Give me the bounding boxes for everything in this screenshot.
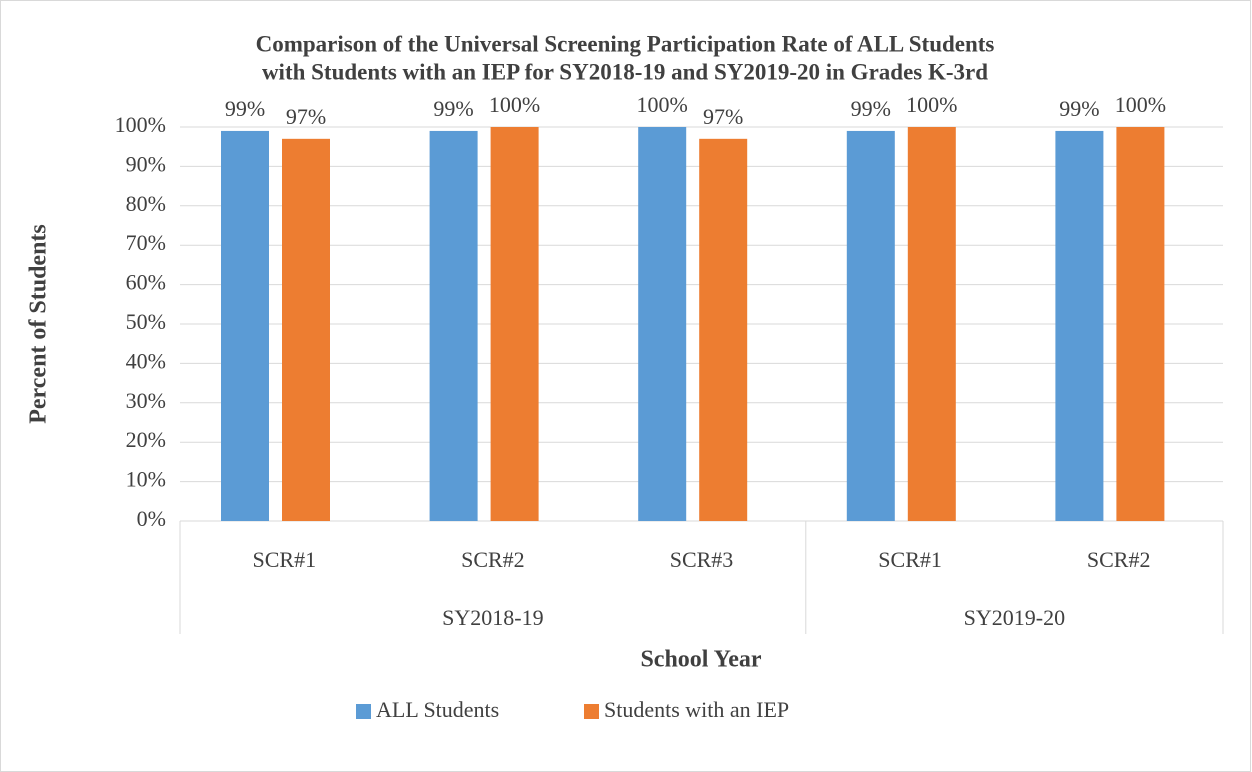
bar (282, 138, 330, 521)
bar (846, 130, 895, 521)
bar (1116, 127, 1165, 521)
legend-swatch (584, 704, 599, 719)
bar (907, 127, 956, 521)
chart-title: Comparison of the Universal Screening Pa… (256, 31, 995, 56)
y-tick-label: 40% (126, 348, 166, 373)
bar (429, 130, 478, 521)
bar (490, 127, 539, 521)
bar (638, 127, 687, 521)
x-tick-label: SCR#2 (1087, 547, 1151, 572)
y-tick-label: 50% (126, 309, 166, 334)
bar (1055, 130, 1104, 521)
data-label: 99% (1059, 96, 1099, 121)
y-tick-label: 30% (126, 388, 166, 413)
y-tick-label: 20% (126, 427, 166, 452)
y-tick-label: 100% (115, 112, 166, 137)
x-tick-label: SCR#1 (878, 547, 942, 572)
data-label: 97% (703, 104, 743, 129)
data-label: 100% (1115, 92, 1166, 117)
data-label: 100% (906, 92, 957, 117)
group-label: SY2019-20 (964, 605, 1065, 630)
bar (699, 138, 748, 521)
legend-label: ALL Students (376, 697, 499, 722)
y-tick-label: 70% (126, 230, 166, 255)
legend-label: Students with an IEP (604, 697, 789, 722)
legend-swatch (356, 704, 371, 719)
chart-title: with Students with an IEP for SY2018-19 … (262, 59, 988, 84)
data-label: 99% (433, 96, 473, 121)
data-label: 97% (286, 104, 326, 129)
x-tick-label: SCR#1 (253, 547, 317, 572)
bar (221, 130, 269, 521)
y-axis-label: Percent of Students (26, 224, 52, 424)
y-tick-label: 0% (137, 506, 166, 531)
data-label: 100% (489, 92, 540, 117)
y-tick-label: 60% (126, 270, 166, 295)
group-label: SY2018-19 (442, 605, 543, 630)
x-tick-label: SCR#3 (670, 547, 734, 572)
data-label: 100% (637, 92, 688, 117)
x-tick-label: SCR#2 (461, 547, 525, 572)
y-tick-label: 80% (126, 191, 166, 216)
x-axis-label: School Year (640, 647, 761, 673)
y-tick-label: 10% (126, 467, 166, 492)
y-tick-label: 90% (126, 151, 166, 176)
data-label: 99% (225, 96, 265, 121)
data-label: 99% (851, 96, 891, 121)
